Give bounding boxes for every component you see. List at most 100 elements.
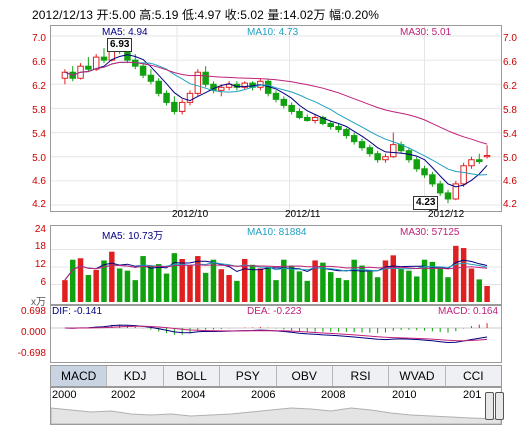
volume-bar bbox=[367, 271, 373, 302]
candle-body bbox=[202, 71, 209, 85]
macd-tick: -0.698 bbox=[17, 348, 46, 359]
candle-body bbox=[241, 82, 248, 88]
price-tick-right: 5.0 bbox=[503, 153, 517, 164]
candle-body bbox=[100, 56, 108, 61]
volume-bar bbox=[85, 275, 92, 302]
volume-bar bbox=[437, 267, 443, 302]
candle-body bbox=[304, 116, 311, 121]
price-chart-panel[interactable] bbox=[50, 25, 502, 212]
high-price-callout: 6.93 bbox=[107, 38, 133, 52]
candle-body bbox=[429, 174, 436, 185]
candle-body bbox=[382, 156, 389, 161]
price-tick-left: 6.6 bbox=[32, 57, 46, 68]
price-tick-left: 7.0 bbox=[32, 33, 46, 44]
volume-bar bbox=[281, 259, 287, 302]
volume-tick: 24 bbox=[34, 224, 46, 235]
volume-bar bbox=[460, 248, 467, 302]
volume-ma5-line bbox=[64, 259, 488, 281]
candle-body bbox=[460, 165, 467, 185]
candle-body bbox=[186, 92, 194, 103]
volume-bar bbox=[148, 265, 154, 302]
volume-bar bbox=[140, 256, 146, 302]
candle-body bbox=[311, 116, 319, 121]
volume-unit: x万 bbox=[31, 297, 46, 308]
price-tick-left: 5.0 bbox=[32, 153, 46, 164]
macd-chart-panel[interactable] bbox=[50, 305, 502, 363]
candle-body bbox=[85, 65, 92, 70]
timeline-sparkline bbox=[51, 407, 501, 424]
timeline-left-handle[interactable] bbox=[485, 392, 494, 420]
volume-bar bbox=[241, 258, 248, 302]
timeline-navigator[interactable] bbox=[50, 387, 502, 425]
indicator-tab-bar: MACD KDJ BOLL PSY OBV RSI WVAD CCI bbox=[50, 365, 502, 387]
tab-macd[interactable]: MACD bbox=[51, 366, 108, 386]
volume-bar bbox=[249, 264, 256, 302]
tab-boll[interactable]: BOLL bbox=[164, 366, 221, 386]
candle-body bbox=[92, 56, 100, 70]
volume-bar bbox=[382, 260, 389, 302]
volume-bar bbox=[351, 259, 357, 302]
volume-bar bbox=[453, 245, 459, 302]
volume-bar bbox=[335, 277, 342, 302]
volume-bar bbox=[179, 258, 185, 302]
volume-bar bbox=[195, 256, 201, 302]
candle-body bbox=[194, 71, 202, 94]
volume-bar bbox=[202, 272, 209, 302]
candle-body bbox=[139, 65, 147, 76]
tab-wvad[interactable]: WVAD bbox=[389, 366, 446, 386]
timeline-right-handle[interactable] bbox=[495, 392, 504, 420]
candle-body bbox=[358, 141, 366, 149]
candle-body bbox=[171, 101, 178, 112]
price-tick-left: 4.6 bbox=[32, 176, 46, 187]
price-tick-right: 6.6 bbox=[503, 57, 517, 68]
candle-body bbox=[436, 183, 444, 194]
candle-body bbox=[327, 123, 334, 128]
volume-bar bbox=[390, 255, 397, 302]
volume-ma30-label: MA30: 57125 bbox=[400, 227, 460, 238]
ma30-line bbox=[64, 61, 488, 145]
tab-rsi[interactable]: RSI bbox=[333, 366, 390, 386]
volume-bar bbox=[312, 260, 318, 302]
quote-summary: 2012/12/13 开:5.00 高:5.19 低:4.97 收:5.02 量… bbox=[32, 8, 380, 22]
volume-bar bbox=[374, 277, 381, 302]
timeline-year: 2002 bbox=[111, 389, 136, 401]
price-tick-left: 5.8 bbox=[32, 105, 46, 116]
volume-chart-panel[interactable] bbox=[50, 225, 502, 305]
volume-bar bbox=[476, 279, 483, 302]
tab-psy[interactable]: PSY bbox=[220, 366, 277, 386]
timeline-year: 2004 bbox=[181, 389, 206, 401]
candle-body bbox=[343, 129, 350, 137]
date-label: 2012/12 bbox=[428, 209, 465, 220]
candle-body bbox=[155, 80, 162, 94]
candle-body bbox=[444, 192, 452, 200]
volume-tick: 18 bbox=[34, 241, 46, 252]
timeline-year: 2010 bbox=[392, 389, 417, 401]
volume-bar bbox=[187, 264, 193, 302]
candle-body bbox=[280, 98, 288, 106]
macd-dea-label: DEA: -0.223 bbox=[247, 306, 302, 317]
volume-bar bbox=[218, 269, 225, 302]
price-tick-right: 7.0 bbox=[503, 33, 517, 44]
macd-dif-label: DIF: -0.141 bbox=[52, 306, 103, 317]
volume-bar bbox=[468, 268, 475, 302]
volume-bar bbox=[155, 264, 162, 302]
price-tick-right: 4.6 bbox=[503, 176, 517, 187]
volume-bar bbox=[234, 280, 240, 302]
volume-bar bbox=[62, 280, 68, 302]
timeline-year: 2006 bbox=[251, 389, 276, 401]
tab-obv[interactable]: OBV bbox=[277, 366, 333, 386]
candle-body bbox=[178, 101, 186, 112]
candle-body bbox=[218, 86, 225, 91]
volume-bar bbox=[421, 259, 428, 302]
volume-tick: 6 bbox=[40, 277, 46, 288]
volume-bar bbox=[273, 280, 279, 302]
tab-cci[interactable]: CCI bbox=[462, 369, 484, 383]
dea-line bbox=[64, 325, 488, 342]
candle-body bbox=[147, 74, 155, 82]
volume-bar bbox=[265, 267, 271, 302]
tab-kdj[interactable]: KDJ bbox=[107, 366, 164, 386]
volume-ma5-label: MA5: 10.73万 bbox=[102, 231, 164, 242]
volume-bar bbox=[257, 268, 264, 302]
volume-bar bbox=[296, 271, 303, 302]
candle-body bbox=[288, 104, 295, 112]
